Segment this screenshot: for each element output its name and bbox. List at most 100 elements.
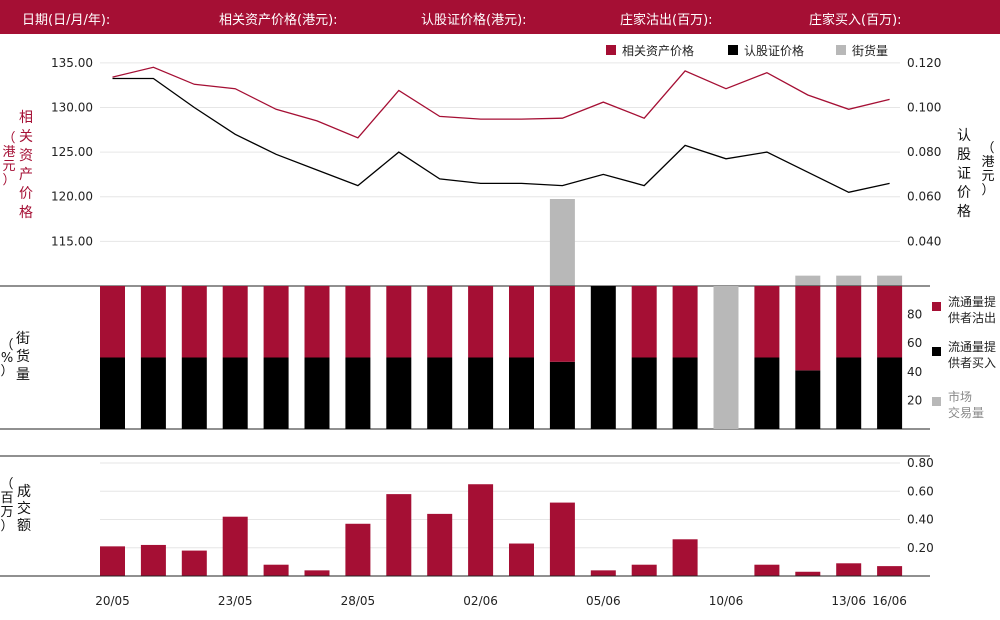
- x-tick-label: 23/05: [218, 594, 253, 608]
- left-axis-unit: ）: [2, 173, 15, 188]
- dealer-sell-bar: [304, 286, 330, 358]
- right-axis-label: 证: [957, 166, 971, 182]
- turnover-tick-label: 0.80: [907, 456, 934, 470]
- ratio-tick-label: 60: [907, 336, 922, 350]
- right-tick-label: 0.080: [907, 145, 941, 159]
- dealer-buy-bar: [590, 286, 616, 429]
- asset-price-label: 相关资产价格(港元):: [219, 13, 338, 28]
- warrant-price-line: [112, 77, 890, 193]
- legend-label: 街货量: [852, 43, 888, 58]
- dealer-sell-bar: [100, 286, 125, 358]
- dealer-sell-bar: [795, 286, 821, 371]
- dealer-sell-bar: [754, 286, 780, 358]
- dealer-sell-bar: [181, 286, 207, 358]
- turnover-bar: [468, 484, 494, 576]
- left-axis-label: 价: [19, 186, 33, 202]
- x-tick-label: 20/05: [95, 594, 130, 608]
- ratio-legend-label: 流通量提: [948, 339, 996, 354]
- dealer-buy-label: 庄家买入(百万):: [809, 13, 902, 28]
- left-axis-unit: 元: [2, 159, 15, 174]
- turnover-tick-label: 0.40: [907, 513, 934, 527]
- ratio-legend-label: 流通量提: [948, 294, 996, 309]
- ratio-legend-swatch: [932, 347, 941, 356]
- dealer-buy-bar: [345, 357, 371, 429]
- turnover-bar: [427, 513, 453, 576]
- dealer-sell-bar: [263, 286, 289, 358]
- street-volume-bar: [877, 275, 903, 286]
- left-axis-label: 产: [19, 167, 33, 183]
- turnover-bar: [345, 523, 371, 576]
- turnover-bar: [509, 543, 534, 576]
- turnover-bar: [836, 563, 862, 576]
- ratio-axis-label: 货: [16, 348, 30, 365]
- dealer-sell-bar: [672, 286, 698, 358]
- ratio-legend-label: 交易量: [948, 405, 984, 420]
- info-header: 日期(日/月/年): 相关资产价格(港元): 认股证价格(港元): 庄家沽出(百…: [0, 0, 1000, 34]
- turnover-axis-unit: 万: [0, 505, 13, 520]
- ratio-tick-label: 80: [907, 308, 922, 322]
- dealer-buy-bar: [100, 357, 125, 429]
- dealer-buy-bar: [509, 357, 534, 429]
- ratio-tick-label: 40: [907, 365, 922, 379]
- dealer-sell-bar: [836, 286, 862, 358]
- dealer-sell-bar: [386, 286, 412, 358]
- right-axis-label: 价: [957, 185, 971, 201]
- dealer-sell-bar: [509, 286, 534, 358]
- turnover-bar: [877, 566, 903, 576]
- dealer-sell-label: 庄家沽出(百万):: [620, 13, 713, 28]
- ratio-legend-swatch: [932, 302, 941, 311]
- turnover-axis-label: 额: [17, 518, 31, 534]
- dealer-buy-bar: [631, 357, 657, 429]
- asset-price-line: [112, 66, 890, 139]
- left-axis-label: 格: [19, 205, 33, 221]
- dealer-sell-bar: [877, 286, 903, 358]
- left-tick-label: 135.00: [51, 56, 93, 70]
- legend-swatch: [606, 45, 616, 55]
- left-axis-label: 关: [19, 129, 33, 145]
- dealer-buy-bar: [386, 357, 412, 429]
- turnover-bar: [549, 502, 575, 576]
- left-axis-label: 相: [19, 110, 33, 126]
- turnover-bar: [672, 539, 698, 576]
- turnover-axis-label: 交: [17, 500, 31, 517]
- right-axis-unit: 元: [981, 169, 994, 184]
- ratio-axis-label: 街: [16, 331, 30, 347]
- turnover-tick-label: 0.20: [907, 541, 934, 555]
- right-axis-label: 认: [957, 128, 971, 144]
- date-label: 日期(日/月/年):: [22, 13, 111, 28]
- dealer-sell-bar: [345, 286, 371, 358]
- dealer-buy-bar: [836, 357, 862, 429]
- dealer-buy-bar: [549, 361, 575, 429]
- right-axis-unit: ）: [981, 183, 994, 198]
- right-tick-label: 0.100: [907, 100, 941, 114]
- street-volume-bar: [795, 275, 821, 286]
- legend-swatch: [728, 45, 738, 55]
- turnover-axis-unit: （: [0, 477, 13, 492]
- legend-label: 认股证价格: [744, 43, 804, 58]
- dealer-buy-bar: [795, 370, 821, 429]
- dealer-sell-bar: [140, 286, 166, 358]
- right-axis-label: 股: [957, 147, 971, 163]
- turnover-bar: [140, 544, 166, 576]
- turnover-bar: [222, 516, 248, 576]
- street-volume-bar: [836, 275, 862, 286]
- warrant-price-label: 认股证价格(港元):: [421, 13, 527, 28]
- dealer-buy-bar: [877, 357, 903, 429]
- left-tick-label: 125.00: [51, 145, 93, 159]
- right-axis-unit: 港: [981, 155, 994, 170]
- ratio-axis-unit: （: [0, 338, 13, 353]
- left-tick-label: 130.00: [51, 100, 93, 114]
- turnover-bar: [754, 564, 780, 576]
- x-tick-label: 02/06: [463, 594, 498, 608]
- legend-label: 相关资产价格: [622, 43, 694, 58]
- left-axis-unit: 港: [2, 145, 15, 160]
- dealer-sell-bar: [631, 286, 657, 358]
- ratio-legend-label: 供者沽出: [948, 311, 996, 325]
- dealer-buy-bar: [181, 357, 207, 429]
- legend-swatch: [836, 45, 846, 55]
- turnover-bar: [590, 570, 616, 576]
- x-tick-label: 28/05: [341, 594, 376, 608]
- turnover-bar: [100, 546, 125, 576]
- turnover-tick-label: 0.60: [907, 484, 934, 498]
- ratio-axis-unit: ）: [0, 364, 13, 379]
